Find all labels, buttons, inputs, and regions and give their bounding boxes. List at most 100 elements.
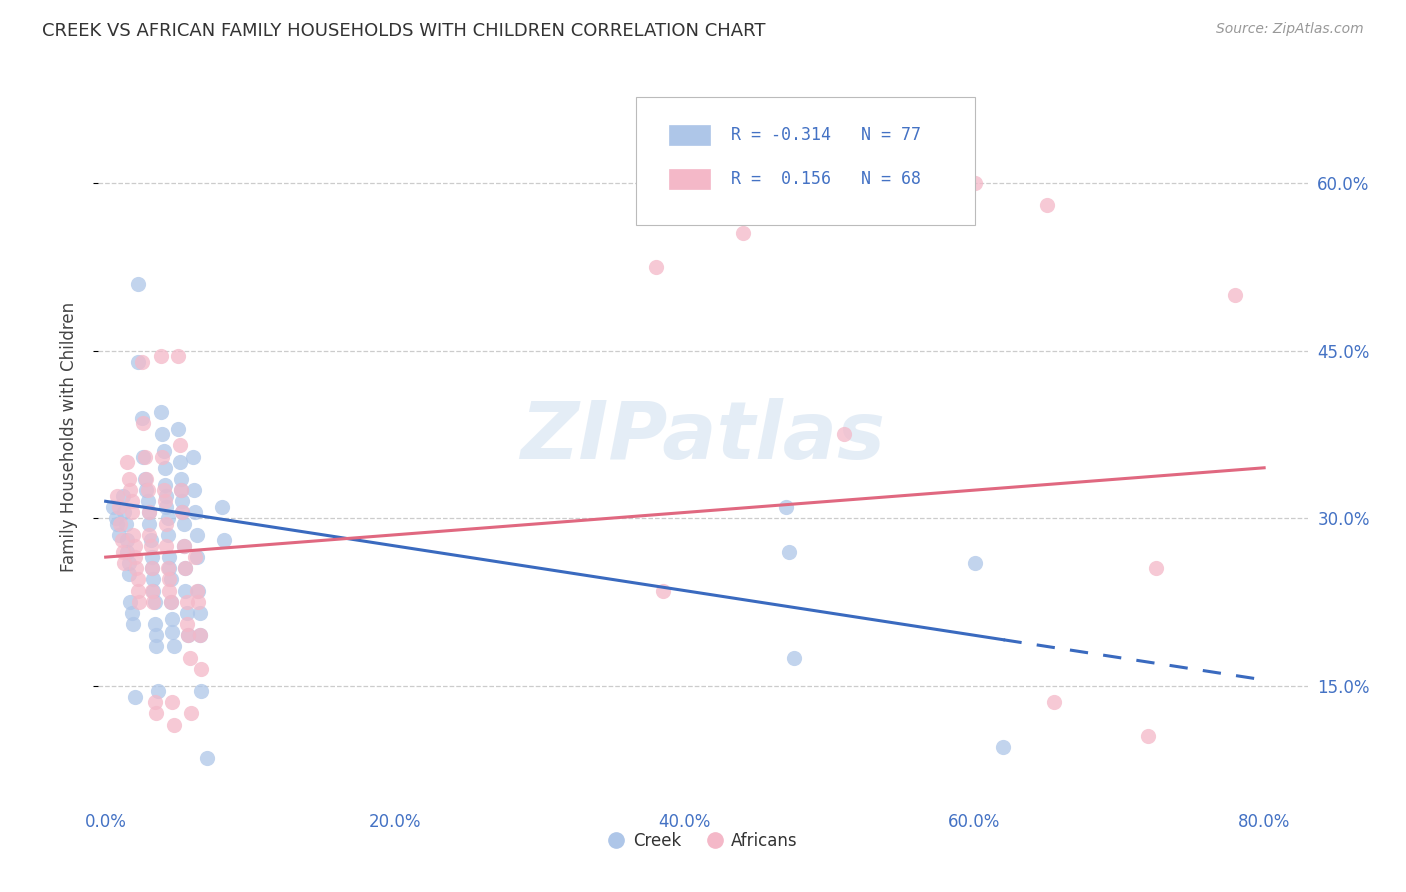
Point: [149, 405, 172, 419]
Point: [162, 695, 184, 709]
Point: [156, 528, 179, 542]
Point: [138, 506, 160, 520]
Point: [155, 539, 177, 553]
Point: [135, 472, 157, 486]
Point: [1043, 695, 1066, 709]
Point: [127, 354, 149, 368]
Point: [172, 506, 194, 520]
Point: [156, 561, 179, 575]
Point: [138, 528, 160, 542]
Point: [105, 489, 128, 503]
Point: [157, 583, 180, 598]
FancyBboxPatch shape: [669, 169, 710, 189]
Point: [118, 566, 141, 581]
Point: [186, 550, 208, 565]
Point: [142, 595, 165, 609]
Point: [121, 494, 143, 508]
Point: [174, 561, 197, 575]
Point: [114, 556, 136, 570]
Point: [187, 583, 209, 598]
Point: [195, 751, 218, 765]
Point: [186, 583, 208, 598]
Point: [145, 640, 167, 654]
Point: [143, 595, 166, 609]
Text: R =  0.156   N = 68: R = 0.156 N = 68: [731, 170, 921, 188]
Point: [782, 650, 804, 665]
Point: [176, 606, 198, 620]
Point: [150, 450, 173, 464]
Point: [177, 628, 200, 642]
Point: [188, 606, 211, 620]
Point: [157, 561, 180, 575]
Point: [172, 494, 194, 508]
Point: [136, 483, 159, 497]
Point: [136, 494, 159, 508]
Point: [163, 640, 186, 654]
Point: [183, 483, 205, 497]
Point: [107, 528, 129, 542]
Point: [159, 595, 181, 609]
Point: [170, 483, 193, 497]
Point: [190, 662, 212, 676]
Point: [174, 561, 197, 575]
Point: [163, 717, 186, 731]
Point: [1144, 561, 1167, 575]
Legend: Creek, Africans: Creek, Africans: [602, 825, 804, 856]
Text: R = -0.314   N = 77: R = -0.314 N = 77: [731, 127, 921, 145]
Point: [180, 706, 202, 721]
Point: [134, 472, 156, 486]
Point: [173, 539, 195, 553]
Point: [190, 684, 212, 698]
Point: [173, 539, 195, 553]
Point: [993, 739, 1015, 754]
Point: [159, 595, 181, 609]
Point: [214, 533, 236, 548]
Point: [169, 438, 191, 452]
Point: [124, 539, 146, 553]
Point: [120, 483, 142, 497]
Point: [155, 489, 177, 503]
Point: [145, 706, 167, 721]
Point: [184, 506, 207, 520]
Point: [142, 573, 165, 587]
Point: [110, 533, 132, 548]
Point: [138, 506, 160, 520]
Point: [124, 550, 146, 565]
Point: [131, 354, 153, 368]
Point: [963, 176, 986, 190]
Point: [173, 516, 195, 531]
Point: [122, 528, 145, 542]
Point: [159, 573, 181, 587]
Point: [118, 556, 141, 570]
Point: [179, 650, 201, 665]
Point: [169, 455, 191, 469]
Point: [170, 472, 193, 486]
Point: [141, 561, 163, 575]
Point: [124, 690, 146, 704]
Point: [117, 455, 139, 469]
Point: [832, 427, 855, 442]
Point: [128, 595, 150, 609]
Point: [105, 516, 128, 531]
Point: [121, 606, 143, 620]
Text: ZIPatlas: ZIPatlas: [520, 398, 886, 476]
Point: [145, 628, 167, 642]
Point: [152, 444, 174, 458]
Point: [127, 583, 149, 598]
Point: [170, 483, 193, 497]
Point: [652, 583, 675, 598]
Point: [132, 450, 155, 464]
Point: [131, 410, 153, 425]
Point: [187, 595, 209, 609]
Point: [181, 450, 204, 464]
Point: [153, 477, 176, 491]
Point: [104, 511, 127, 525]
Text: Source: ZipAtlas.com: Source: ZipAtlas.com: [1216, 22, 1364, 37]
Point: [211, 500, 233, 514]
Point: [135, 483, 157, 497]
Point: [112, 489, 135, 503]
Point: [114, 506, 136, 520]
Point: [176, 595, 198, 609]
Point: [162, 611, 184, 625]
Point: [117, 533, 139, 548]
